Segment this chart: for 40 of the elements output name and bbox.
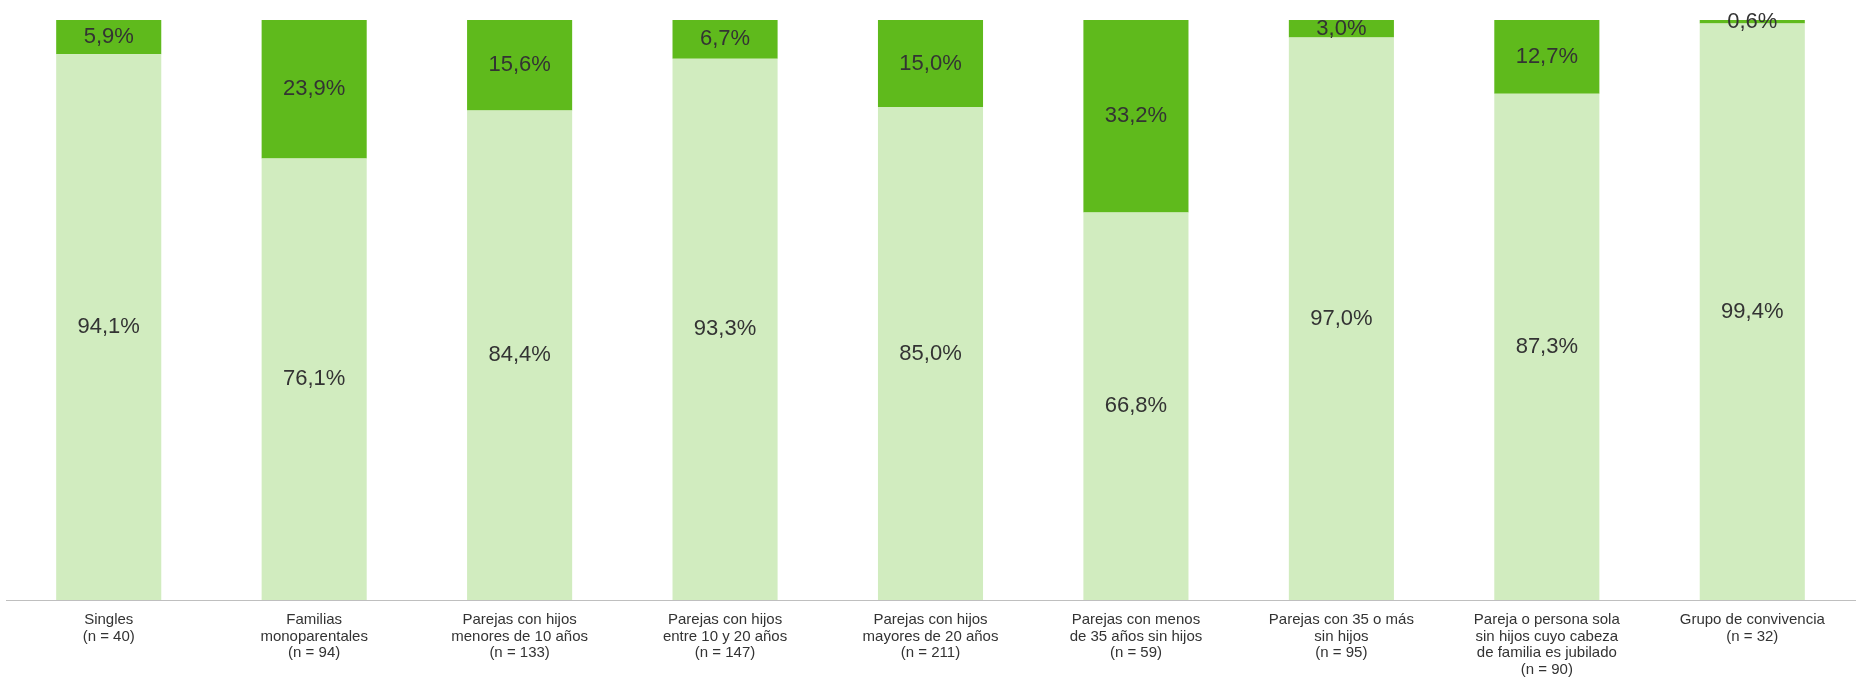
data-label: 66,8%	[1104, 392, 1168, 418]
data-label: 85,0%	[899, 339, 962, 365]
x-tick-label: Parejas con 35 o más sin hijos (n = 95)	[1268, 610, 1414, 661]
data-label: 76,1%	[282, 365, 346, 391]
x-tick-label: Parejas con hijos entre 10 y 20 años (n = 147)	[662, 610, 788, 661]
bar	[877, 20, 984, 107]
x-tick-label: Parejas con hijos menores de 10 años (n = 133)	[451, 610, 588, 661]
bar	[672, 20, 778, 59]
data-label: 3,0%	[1316, 14, 1367, 40]
x-tick-label: Singles (n = 40)	[82, 610, 135, 644]
bar	[877, 107, 984, 600]
x-tick-label: Pareja o persona sola sin hijos cuyo cabeza de familia es jubilado (n = 90)	[1473, 610, 1621, 677]
bar	[1288, 37, 1394, 600]
bar	[1083, 20, 1189, 213]
bar	[1494, 20, 1600, 94]
data-label: 87,3%	[1515, 332, 1579, 358]
bar	[672, 58, 778, 600]
data-label: 23,9%	[282, 75, 346, 101]
data-label: 12,7%	[1515, 42, 1579, 68]
x-tick-label: Familias monoparentales (n = 94)	[260, 610, 368, 661]
data-label: 97,0%	[1310, 304, 1373, 330]
bar	[56, 54, 162, 600]
data-label: 33,2%	[1104, 102, 1168, 128]
x-tick-label: Parejas con hijos mayores de 20 años (n = 211)	[862, 610, 999, 661]
data-label: 15,6%	[488, 51, 551, 77]
data-label: 6,7%	[699, 25, 751, 51]
bar	[261, 20, 367, 159]
data-label: 5,9%	[83, 23, 134, 49]
bar	[1083, 212, 1189, 600]
data-label: 15,0%	[899, 49, 962, 75]
bar	[467, 20, 573, 111]
data-label: 94,1%	[77, 313, 140, 339]
x-tick-label: Grupo de convivencia (n = 32)	[1679, 610, 1826, 644]
bar	[1494, 93, 1600, 600]
bar	[261, 158, 367, 600]
data-label: 99,4%	[1721, 297, 1784, 323]
data-label: 93,3%	[693, 315, 757, 341]
data-label: 84,4%	[488, 341, 551, 367]
bar	[467, 110, 573, 600]
x-tick-label: Parejas con menos de 35 años sin hijos (n = 59)	[1069, 610, 1203, 661]
